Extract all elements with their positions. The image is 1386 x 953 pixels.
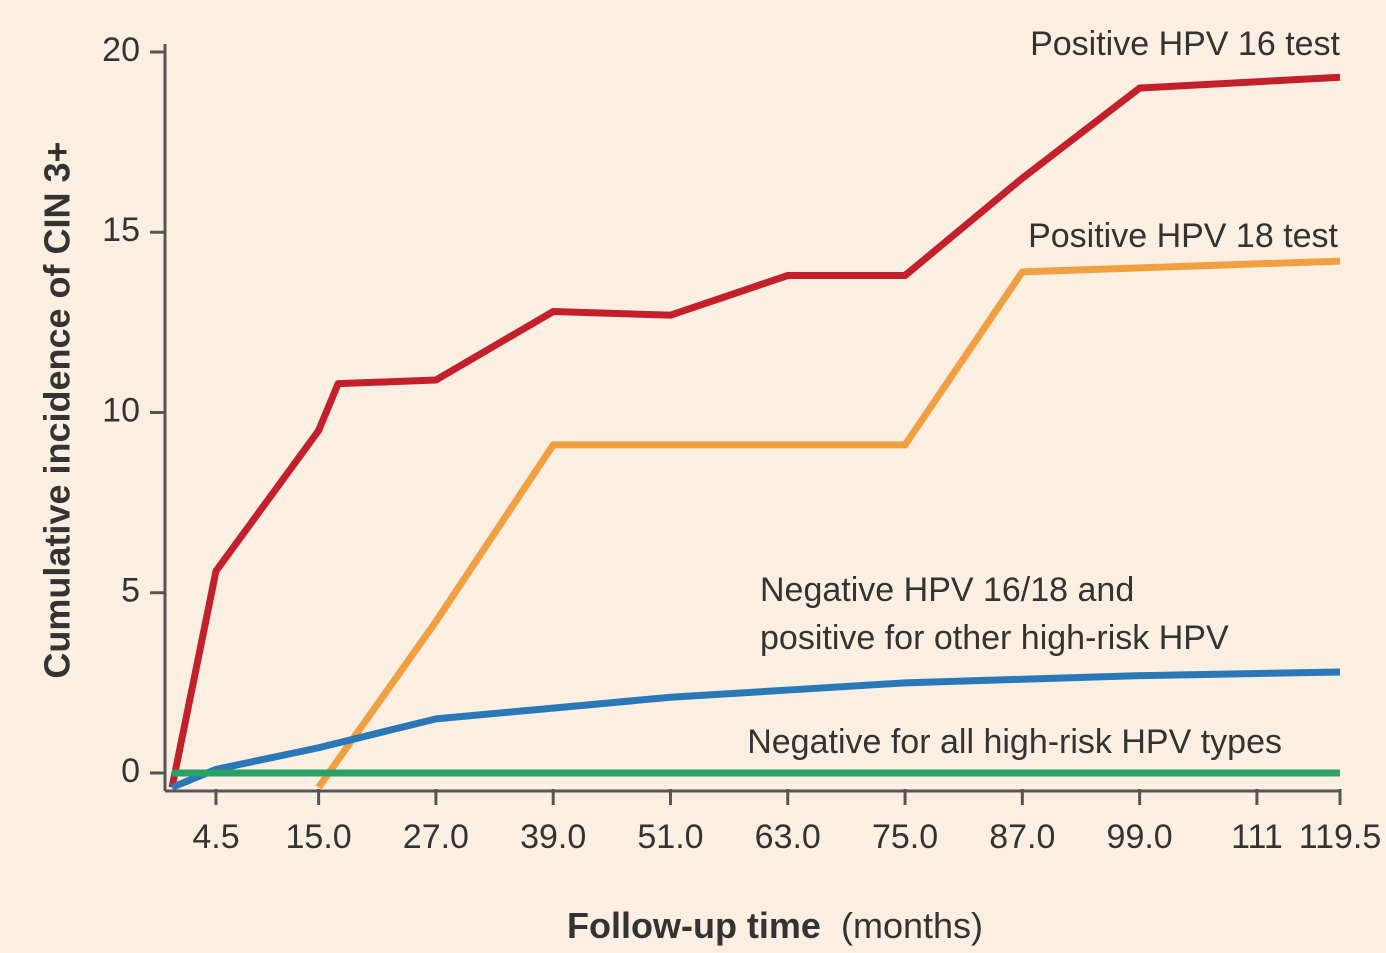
series-line — [315, 257, 1341, 790]
y-tick-label: 0 — [121, 752, 140, 790]
y-tick-label: 20 — [102, 31, 140, 69]
x-tick-label: 119.5 — [1299, 818, 1382, 856]
x-tick-label: 39.0 — [520, 818, 586, 856]
x-tick-label: 99.0 — [1107, 818, 1173, 856]
x-tick-label: 15.0 — [286, 818, 352, 856]
series-label: Negative HPV 16/18 and positive for other… — [760, 571, 1229, 657]
x-axis-label: Follow-up time (months) — [567, 905, 983, 946]
x-axis-label-unit: (months) — [841, 905, 983, 946]
y-tick-label: 15 — [102, 211, 140, 249]
x-tick-label: 63.0 — [755, 818, 821, 856]
series-label: Positive HPV 18 test — [1028, 217, 1338, 255]
x-tick-label: 87.0 — [989, 818, 1055, 856]
y-axis-label: Cumulative incidence of CIN 3+ — [37, 141, 78, 678]
y-tick-label: 5 — [121, 572, 140, 610]
x-tick-label: 51.0 — [637, 818, 703, 856]
x-tick-label: 75.0 — [872, 818, 938, 856]
x-axis-label-main: Follow-up time — [567, 905, 821, 946]
series-label-line: positive for other high-risk HPV — [760, 619, 1229, 657]
series-label-line: Negative HPV 16/18 and — [760, 571, 1134, 609]
x-tick-label: 4.5 — [192, 818, 239, 856]
y-tick-label: 10 — [102, 391, 140, 429]
x-tick-label: 27.0 — [403, 818, 469, 856]
series-label: Positive HPV 16 test — [1030, 25, 1340, 63]
series-label: Negative for all high-risk HPV types — [747, 723, 1282, 761]
series-line — [170, 668, 1341, 791]
series-line — [168, 73, 1341, 789]
x-tick-label: 111 — [1231, 818, 1283, 856]
